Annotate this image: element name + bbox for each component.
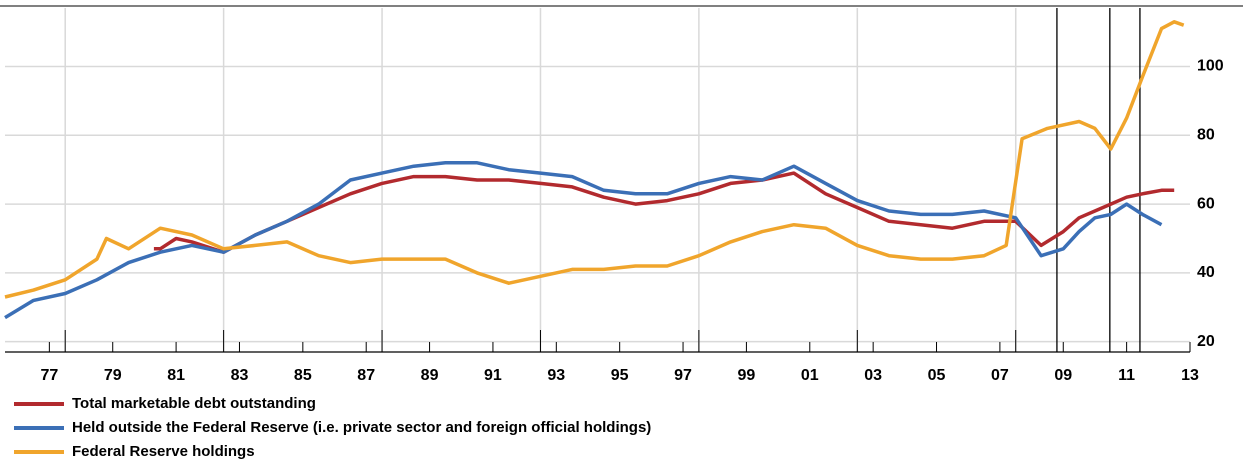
- y-tick-label: 60: [1197, 195, 1215, 212]
- legend-label: Federal Reserve holdings: [72, 443, 255, 460]
- x-tick-label: 77: [40, 367, 58, 384]
- series-line: [4, 20, 1185, 299]
- series-line: [153, 171, 1175, 254]
- x-tick-label: 09: [1054, 367, 1072, 384]
- y-tick-label: 100: [1197, 58, 1224, 75]
- legend-label: Total marketable debt outstanding: [72, 395, 316, 412]
- y-tick-label: 20: [1197, 333, 1215, 350]
- series-line: [4, 161, 1163, 320]
- x-tick-label: 13: [1181, 367, 1199, 384]
- x-tick-label: 93: [547, 367, 565, 384]
- legend: Total marketable debt outstanding Held ou…: [14, 395, 651, 460]
- x-tick-label: 83: [231, 367, 249, 384]
- x-tick-label: 87: [357, 367, 375, 384]
- x-tick-label: 81: [167, 367, 185, 384]
- x-tick-label: 07: [991, 367, 1009, 384]
- x-tick-label: 91: [484, 367, 502, 384]
- x-tick-label: 05: [928, 367, 946, 384]
- x-tick-label: 11: [1118, 367, 1135, 384]
- y-tick-label: 80: [1197, 126, 1215, 143]
- x-tick-label: 85: [294, 367, 312, 384]
- legend-label: Held outside the Federal Reserve (i.e. p…: [72, 419, 651, 436]
- x-tick-label: 01: [801, 367, 819, 384]
- y-tick-label: 40: [1197, 264, 1215, 281]
- x-tick-label: 89: [421, 367, 439, 384]
- x-tick-label: 79: [104, 367, 122, 384]
- x-tick-label: 99: [738, 367, 756, 384]
- x-tick-label: 97: [674, 367, 692, 384]
- x-tick-label: 03: [864, 367, 882, 384]
- x-tick-label: 95: [611, 367, 629, 384]
